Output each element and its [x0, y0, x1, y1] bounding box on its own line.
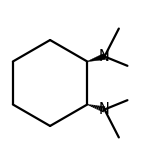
Text: N: N — [99, 49, 110, 64]
Polygon shape — [87, 53, 105, 62]
Text: N: N — [99, 102, 110, 117]
